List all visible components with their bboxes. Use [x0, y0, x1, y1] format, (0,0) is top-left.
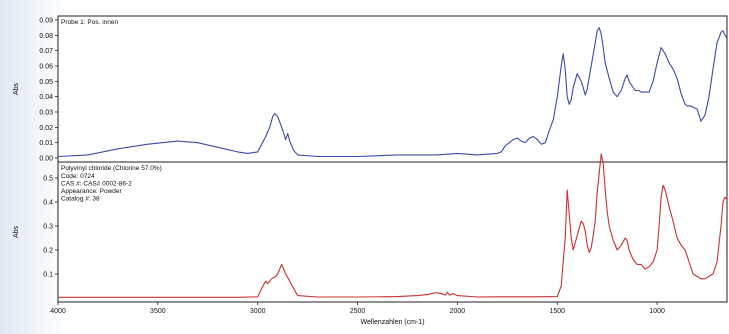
bottom-panel-annotation: Catalog #: 38 [61, 196, 100, 203]
x-tick-label: 1500 [549, 308, 565, 315]
top-y-tick-label: 0.06 [39, 64, 53, 71]
top-y-tick-label: 0.04 [39, 94, 53, 101]
x-tick-label: 1000 [649, 308, 665, 315]
top-y-tick-label: 0.02 [39, 125, 53, 132]
top-spectrum-line [57, 27, 728, 158]
top-y-tick-label: 0.00 [39, 156, 53, 163]
x-tick-label: 3500 [150, 308, 166, 315]
top-panel-frame [57, 15, 728, 163]
bottom-panel-annotation: Appearance: Powder [61, 188, 123, 195]
bottom-panel-title: Polyvinyl chloride (Chlorine 57.0%) [61, 165, 162, 172]
x-tick-label: 3000 [250, 308, 266, 315]
top-y-tick-label: 0.01 [39, 140, 53, 147]
bottom-y-tick-label: 0.4 [43, 200, 53, 207]
top-y-axis-label: Abs [13, 82, 20, 95]
bottom-panel-annotation: CAS #: CAS# 0002-86-2 [61, 181, 132, 188]
bottom-y-tick-label: 0.3 [43, 224, 53, 231]
bottom-spectrum-panel: 0.1 0.2 0.3 0.4 0.5 4000 3500 3000 2500 2000 1500… [13, 153, 728, 326]
bottom-y-tick-label: 0.1 [43, 272, 53, 279]
bottom-spectrum-line [58, 153, 728, 298]
bottom-y-axis-label: Abs [13, 225, 20, 238]
bottom-y-tick-label: 0.2 [43, 248, 53, 255]
top-spectrum-panel: 0.00 0.01 0.02 0.03 0.04 0.05 0.06 0.07 0.08 0.09… [13, 15, 728, 163]
top-panel-title: Probe 1: Pos. innen [61, 19, 118, 26]
top-y-tick-label: 0.03 [39, 110, 53, 117]
top-y-tick-label: 0.09 [39, 18, 53, 25]
x-tick-label: 4000 [50, 308, 66, 315]
top-y-tick-label: 0.07 [39, 48, 53, 55]
bottom-panel-annotation: Code: 0724 [61, 173, 95, 180]
top-y-ticks: 0.00 0.01 0.02 0.03 0.04 0.05 0.06 0.07 0.08 0.09 [39, 18, 58, 163]
top-y-tick-label: 0.08 [39, 33, 53, 40]
bottom-y-tick-label: 0.5 [43, 176, 53, 183]
bottom-y-ticks: 0.1 0.2 0.3 0.4 0.5 [43, 176, 58, 279]
x-tick-label: 2500 [350, 308, 366, 315]
top-y-tick-label: 0.05 [39, 79, 53, 86]
x-axis-label: Wellenzahlen (cm-1) [360, 319, 424, 326]
x-axis-ticks: 4000 3500 3000 2500 2000 1500 1000 [50, 302, 665, 315]
bottom-panel-frame [57, 161, 728, 303]
x-tick-label: 2000 [450, 308, 466, 315]
